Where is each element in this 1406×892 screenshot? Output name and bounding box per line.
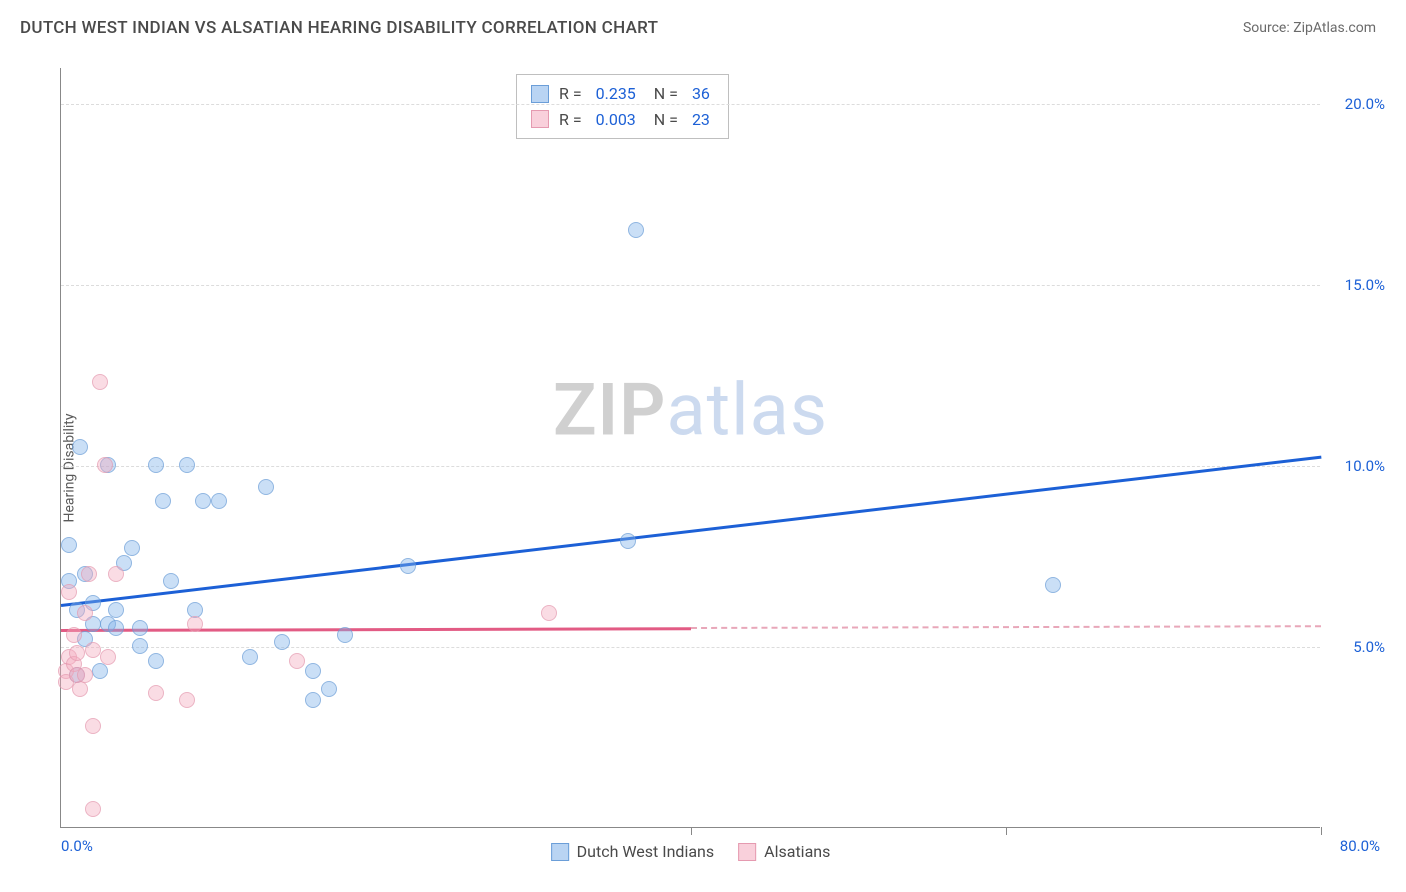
data-point — [179, 457, 195, 473]
data-point — [541, 605, 557, 621]
data-point — [187, 616, 203, 632]
data-point — [92, 374, 108, 390]
data-point — [400, 558, 416, 574]
data-point — [77, 667, 93, 683]
source-label: Source: ZipAtlas.com — [1243, 20, 1376, 36]
gridline — [61, 104, 1320, 105]
data-point — [211, 493, 227, 509]
data-point — [72, 681, 88, 697]
swatch-pink-icon — [738, 843, 756, 861]
data-point — [108, 566, 124, 582]
y-tick-label: 10.0% — [1345, 457, 1385, 475]
data-point — [100, 649, 116, 665]
data-point — [195, 493, 211, 509]
x-tick-mark — [691, 827, 692, 835]
data-point — [148, 685, 164, 701]
trend-line — [61, 455, 1321, 606]
data-point — [97, 457, 113, 473]
data-point — [61, 537, 77, 553]
data-point — [321, 681, 337, 697]
x-tick-mark — [1006, 827, 1007, 835]
data-point — [61, 584, 77, 600]
data-point — [85, 718, 101, 734]
chart-title: DUTCH WEST INDIAN VS ALSATIAN HEARING DI… — [20, 18, 658, 38]
x-tick-max: 80.0% — [1340, 837, 1380, 855]
y-tick-label: 15.0% — [1345, 276, 1385, 294]
legend-item-blue: Dutch West Indians — [551, 842, 715, 861]
swatch-blue-icon — [551, 843, 569, 861]
data-point — [72, 439, 88, 455]
data-point — [305, 692, 321, 708]
data-point — [108, 620, 124, 636]
data-point — [179, 692, 195, 708]
data-point — [77, 605, 93, 621]
data-point — [92, 663, 108, 679]
data-point — [85, 801, 101, 817]
data-point — [124, 540, 140, 556]
data-point — [242, 649, 258, 665]
data-point — [148, 457, 164, 473]
gridline — [61, 647, 1320, 648]
y-tick-label: 20.0% — [1345, 95, 1385, 113]
plot-area: ZIPatlas R = 0.235 N = 36 R = 0.003 N = … — [60, 68, 1320, 828]
data-point — [69, 645, 85, 661]
data-point — [148, 653, 164, 669]
legend-row-blue: R = 0.235 N = 36 — [531, 81, 714, 107]
data-point — [305, 663, 321, 679]
swatch-pink-icon — [531, 110, 549, 128]
data-point — [132, 638, 148, 654]
x-tick-min: 0.0% — [61, 837, 93, 855]
series-legend: Dutch West Indians Alsatians — [551, 842, 831, 861]
data-point — [81, 566, 97, 582]
data-point — [85, 642, 101, 658]
data-point — [628, 222, 644, 238]
legend-item-pink: Alsatians — [738, 842, 830, 861]
trend-line — [61, 627, 691, 631]
trend-line — [691, 625, 1321, 629]
swatch-blue-icon — [531, 85, 549, 103]
x-tick-mark — [1321, 827, 1322, 835]
data-point — [108, 602, 124, 618]
gridline — [61, 285, 1320, 286]
correlation-legend: R = 0.235 N = 36 R = 0.003 N = 23 — [516, 74, 729, 139]
r-value-pink: 0.003 — [596, 107, 636, 133]
chart-container: Hearing Disability ZIPatlas R = 0.235 N … — [20, 58, 1390, 878]
data-point — [274, 634, 290, 650]
data-point — [258, 479, 274, 495]
data-point — [132, 620, 148, 636]
data-point — [337, 627, 353, 643]
n-value-blue: 36 — [692, 81, 710, 107]
data-point — [163, 573, 179, 589]
watermark: ZIPatlas — [553, 367, 828, 452]
data-point — [620, 533, 636, 549]
legend-row-pink: R = 0.003 N = 23 — [531, 107, 714, 133]
data-point — [289, 653, 305, 669]
gridline — [61, 466, 1320, 467]
r-value-blue: 0.235 — [596, 81, 636, 107]
data-point — [155, 493, 171, 509]
y-tick-label: 5.0% — [1353, 638, 1385, 656]
n-value-pink: 23 — [692, 107, 710, 133]
data-point — [66, 627, 82, 643]
data-point — [1045, 577, 1061, 593]
